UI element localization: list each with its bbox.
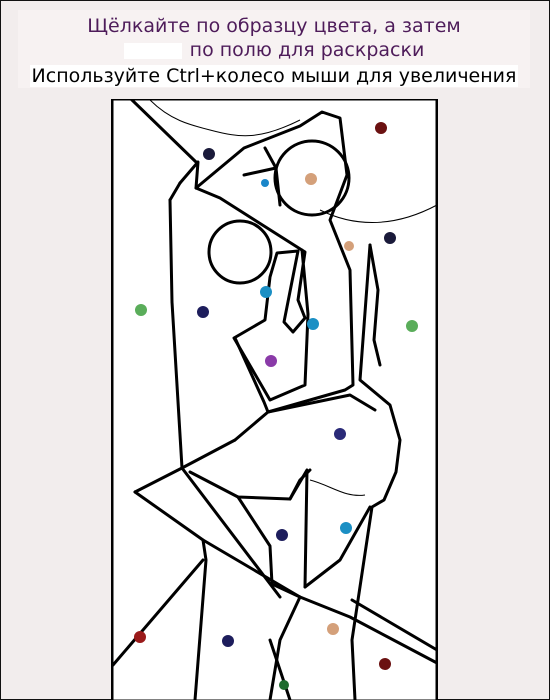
color-sample-navy[interactable] xyxy=(222,635,234,647)
color-sample-dark-red[interactable] xyxy=(375,122,387,134)
instruction-line-3: Используйте Ctrl+колесо мыши для увеличе… xyxy=(18,64,530,88)
color-sample-cyan-blue[interactable] xyxy=(340,522,352,534)
color-sample-sky-blue[interactable] xyxy=(261,179,269,187)
color-sample-dark-navy[interactable] xyxy=(203,148,215,160)
color-sample-cyan-blue[interactable] xyxy=(260,286,272,298)
color-sample-cyan-blue[interactable] xyxy=(307,318,319,330)
coloring-picture[interactable] xyxy=(111,99,438,700)
color-sample-dark-red[interactable] xyxy=(379,658,391,670)
color-sample-red[interactable] xyxy=(134,631,146,643)
color-sample-dark-green[interactable] xyxy=(279,680,289,690)
color-sample-tan[interactable] xyxy=(344,241,354,251)
color-sample-dark-navy[interactable] xyxy=(384,232,396,244)
color-sample-tan[interactable] xyxy=(327,623,339,635)
text-mask xyxy=(123,42,182,59)
color-sample-navy[interactable] xyxy=(197,306,209,318)
color-sample-green[interactable] xyxy=(406,320,418,332)
color-sample-navy[interactable] xyxy=(276,529,288,541)
instruction-line-2-text: по полю для раскраски xyxy=(189,39,425,61)
instruction-line-1: Щёлкайте по образцу цвета, а затем xyxy=(87,15,461,37)
coloring-canvas[interactable] xyxy=(111,99,438,700)
color-sample-green[interactable] xyxy=(135,304,147,316)
color-sample-purple[interactable] xyxy=(265,355,277,367)
instructions-panel: Щёлкайте по образцу цвета, а затем по по… xyxy=(18,10,530,88)
color-sample-indigo[interactable] xyxy=(334,428,346,440)
zoom-hint: Используйте Ctrl+колесо мыши для увеличе… xyxy=(29,65,519,87)
instruction-line-2: по полю для раскраски xyxy=(18,38,530,62)
color-sample-tan[interactable] xyxy=(305,173,317,185)
